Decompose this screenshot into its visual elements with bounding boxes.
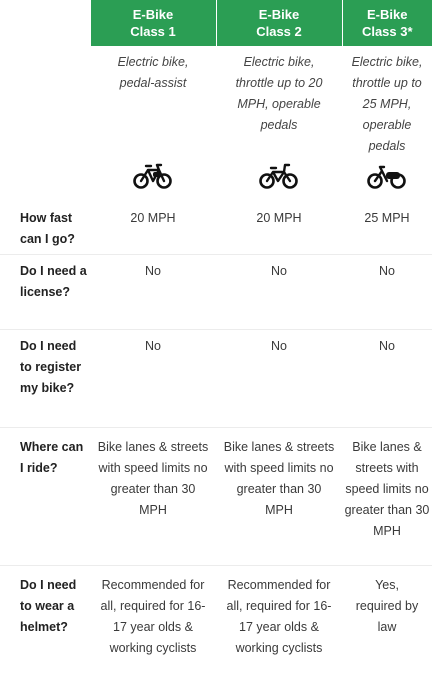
header-row: E-Bike Class 1 E-Bike Class 2 E-Bike Cla…: [0, 0, 432, 46]
answer-register-class-2: No: [216, 329, 342, 428]
answer-helmet-class-1: Recommended for all, required for 16-17 …: [100, 578, 206, 655]
table-row: Do I need to register my bike? No No No: [0, 329, 432, 428]
header-class-1: E-Bike Class 1: [90, 0, 217, 46]
question-register: Do I need to register my bike?: [0, 329, 90, 428]
header-empty-cell: [0, 0, 91, 46]
answer-speed-class-3: 25 MPH: [342, 199, 432, 255]
description-class-2: Electric bike, throttle up to 20 MPH, op…: [235, 55, 323, 132]
answer-speed-class-2: 20 MPH: [216, 199, 342, 255]
bicycle-throttle-icon: [259, 162, 299, 190]
table-row: How fast can I go? 20 MPH 20 MPH 25 MPH: [0, 199, 432, 255]
table-row: Do I need to wear a helmet? Recommended …: [0, 566, 432, 661]
answer-license-class-3: No: [342, 254, 432, 330]
question-license: Do I need a license?: [0, 254, 90, 330]
electric-scooter-bike-icon: [367, 162, 407, 190]
ebike-comparison-table: E-Bike Class 1 E-Bike Class 2 E-Bike Cla…: [0, 0, 432, 661]
bicycle-pedal-assist-icon: [133, 162, 173, 190]
answer-license-class-2: No: [216, 254, 342, 330]
table-row: Where can I ride? Bike lanes & streets w…: [0, 427, 432, 566]
icon-row: [0, 159, 432, 199]
answer-register-class-1: No: [90, 329, 216, 428]
description-row: Electric bike, pedal-assist Electric bik…: [0, 46, 432, 159]
question-speed: How fast can I go?: [0, 199, 90, 255]
question-where-ride: Where can I ride?: [0, 427, 90, 566]
answer-license-class-1: No: [90, 254, 216, 330]
table-row: Do I need a license? No No No: [0, 254, 432, 330]
answer-helmet-class-3: Yes, required by law: [355, 578, 419, 634]
question-helmet: Do I need to wear a helmet?: [20, 578, 77, 634]
answer-where-class-1: Bike lanes & streets with speed limits n…: [90, 427, 216, 566]
header-class-3: E-Bike Class 3*: [342, 0, 432, 46]
answer-where-class-3: Bike lanes & streets with speed limits n…: [342, 427, 432, 566]
answer-where-class-2: Bike lanes & streets with speed limits n…: [216, 427, 342, 566]
header-class-2: E-Bike Class 2: [216, 0, 343, 46]
answer-helmet-class-2: Recommended for all, required for 16-17 …: [226, 578, 332, 655]
description-class-3: Electric bike, throttle up to 25 MPH, op…: [351, 55, 423, 153]
answer-speed-class-1: 20 MPH: [90, 199, 216, 255]
description-class-1: Electric bike, pedal-assist: [117, 55, 189, 90]
answer-register-class-3: No: [342, 329, 432, 428]
